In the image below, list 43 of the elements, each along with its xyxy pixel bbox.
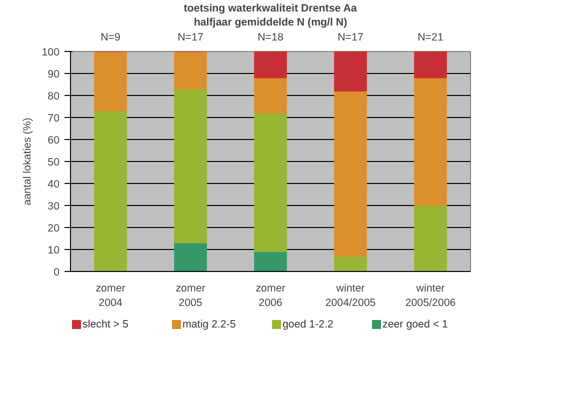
chart-subtitle: halfjaar gemiddelde N (mg/l N) — [194, 16, 348, 28]
bar — [334, 256, 367, 272]
legend-label: goed 1-2.2 — [282, 318, 334, 330]
y-tick-label: 60 — [48, 134, 60, 146]
text: N=9 — [100, 32, 120, 44]
chart-title: toetsing waterkwaliteit Drentse Aa — [184, 2, 357, 14]
y-tick-label: 10 — [48, 244, 60, 256]
text: N=21 — [418, 32, 444, 44]
bar — [414, 78, 447, 206]
y-tick-label: 0 — [54, 266, 60, 278]
y-tick-label: 20 — [48, 222, 60, 234]
y-tick-label: 40 — [48, 178, 60, 190]
legend-label: slecht > 5 — [82, 318, 128, 330]
bar — [254, 112, 287, 252]
text: N=17 — [178, 32, 204, 44]
bar — [174, 52, 207, 90]
legend-label: zeer goed < 1 — [382, 318, 448, 330]
x-tick-label: zomer 2006 — [256, 282, 286, 309]
x-tick-label: zomer 2004 — [96, 282, 126, 309]
y-tick-label: 30 — [48, 200, 60, 212]
y-tick-label: 50 — [48, 156, 60, 168]
y-axis-title: aantal lokaties (%) — [22, 118, 34, 206]
text: N=18 — [258, 32, 284, 44]
y-tick-label: 80 — [48, 90, 60, 102]
bar — [254, 78, 287, 114]
y-tick-label: 70 — [48, 112, 60, 124]
bar — [414, 205, 447, 272]
bar — [94, 52, 127, 112]
bar — [334, 52, 367, 92]
y-tick-label: 90 — [48, 68, 60, 80]
bar — [334, 90, 367, 256]
x-tick-label: winter 2004/2005 — [325, 282, 376, 309]
x-tick-label: zomer 2005 — [176, 282, 206, 309]
text: N=17 — [338, 32, 364, 44]
bar — [254, 251, 287, 272]
bar — [174, 242, 207, 272]
bar — [414, 52, 447, 78]
bar — [94, 110, 127, 272]
bar — [174, 88, 207, 244]
x-tick-label: winter 2005/2006 — [405, 282, 456, 309]
legend-label: matig 2.2-5 — [182, 318, 236, 330]
y-tick-label: 100 — [42, 46, 60, 58]
bar — [254, 52, 287, 78]
